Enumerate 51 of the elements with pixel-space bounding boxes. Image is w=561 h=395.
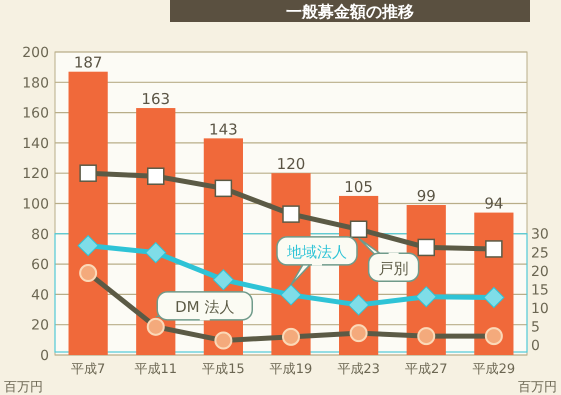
y-tick-label: 140 <box>22 136 49 152</box>
data-label: 99 <box>416 187 436 206</box>
data-label: 143 <box>209 120 238 138</box>
y-tick-label: 0 <box>40 348 49 364</box>
y2-tick-label: 15 <box>531 282 549 298</box>
y2-tick-label: 5 <box>531 319 540 336</box>
x-tick-label: 平成29 <box>472 362 516 377</box>
y2-tick-label: 25 <box>531 245 549 262</box>
x-tick-label: 平成27 <box>404 362 448 377</box>
x-tick-label: 平成11 <box>134 362 178 377</box>
series-label: 戸別 <box>378 259 409 278</box>
point <box>212 269 234 290</box>
x-tick-label: 平成7 <box>70 362 106 377</box>
point <box>416 286 437 308</box>
point <box>214 180 232 198</box>
point <box>280 284 302 306</box>
x-tick-label: 平成19 <box>270 362 312 377</box>
point <box>485 240 503 258</box>
y2-tick-label: 20 <box>531 264 549 280</box>
point <box>348 294 370 316</box>
y2-tick-label: 10 <box>531 300 549 317</box>
y-tick-label: 180 <box>22 75 49 92</box>
series-label: 地域法人 <box>286 242 347 261</box>
series-label: DM 法人 <box>175 298 234 316</box>
point <box>483 287 504 308</box>
data-label: 105 <box>344 178 373 196</box>
y-tick-label: 80 <box>31 226 49 243</box>
point <box>145 242 166 264</box>
y2-tick-label: 0 <box>531 338 540 354</box>
y2-axis-title: 百万円 <box>518 380 557 395</box>
y-axis-title: 百万円 <box>4 380 43 395</box>
x-tick-label: 平成23 <box>337 362 380 377</box>
y-tick-label: 60 <box>31 257 49 274</box>
y-tick-label: 200 <box>22 45 49 61</box>
y-tick-label: 40 <box>31 287 49 304</box>
point <box>147 167 165 185</box>
data-label: 187 <box>74 54 102 72</box>
y-tick-label: 20 <box>31 318 49 334</box>
x-tick-label: 平成15 <box>202 362 245 377</box>
y-tick-label: 100 <box>22 196 49 212</box>
y-tick-label: 120 <box>22 166 49 182</box>
y-tick-label: 160 <box>22 106 49 122</box>
data-label: 120 <box>276 155 306 174</box>
point <box>78 235 99 256</box>
chart-title: 一般募金額の推移 <box>286 2 414 21</box>
data-label: 163 <box>141 90 170 108</box>
point <box>79 164 97 182</box>
point <box>350 220 368 238</box>
point <box>417 238 435 256</box>
point <box>282 205 300 223</box>
y2-tick-label: 30 <box>531 226 549 243</box>
